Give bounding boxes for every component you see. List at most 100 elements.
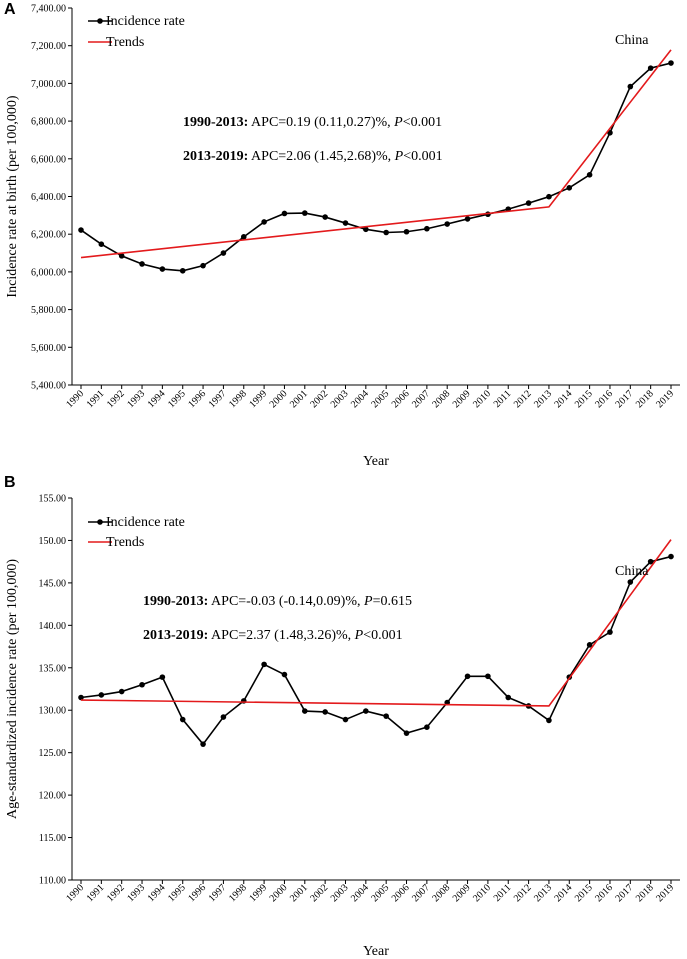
p-label: P bbox=[393, 115, 403, 130]
incidence-rate-point bbox=[586, 642, 593, 648]
legend-incidence-marker bbox=[97, 519, 103, 525]
apc-value: APC=2.37 (1.48,3.26)%, bbox=[208, 628, 354, 643]
incidence-rate-point bbox=[464, 216, 471, 222]
incidence-rate-point bbox=[546, 193, 552, 200]
trend-line bbox=[80, 49, 672, 259]
incidence-rate-line bbox=[80, 62, 672, 272]
incidence-rate-point bbox=[342, 716, 349, 723]
incidence-rate-point bbox=[627, 83, 634, 90]
incidence-rate-point bbox=[647, 65, 654, 71]
incidence-rate-point bbox=[464, 673, 471, 680]
incidence-rate-point bbox=[281, 210, 288, 217]
y-tick-label: 6,400.00 bbox=[31, 192, 66, 203]
y-tick-label: 6,000.00 bbox=[31, 267, 66, 278]
p-value: <0.001 bbox=[363, 628, 402, 643]
y-axis-title: Age-standardized incidence rate (per 100… bbox=[5, 559, 20, 819]
apc-annotation: 1990-2013: APC=-0.03 (-0.14,0.09)%, P=0.… bbox=[143, 594, 412, 609]
incidence-rate-point bbox=[668, 553, 674, 560]
incidence-rate-point bbox=[607, 629, 613, 635]
panel-label: B bbox=[4, 474, 16, 491]
incidence-rate-point bbox=[301, 210, 308, 216]
y-tick-label: 7,000.00 bbox=[31, 79, 66, 90]
incidence-rate-point bbox=[220, 250, 227, 256]
apc-period: 2013-2019: bbox=[143, 628, 208, 643]
incidence-rate-point bbox=[281, 671, 288, 678]
incidence-rate-point bbox=[159, 266, 166, 272]
apc-period: 2013-2019: bbox=[183, 149, 248, 164]
y-tick-label: 5,800.00 bbox=[31, 305, 66, 316]
incidence-rate-point bbox=[363, 708, 369, 714]
incidence-rate-point bbox=[261, 219, 267, 225]
incidence-rate-point bbox=[403, 730, 410, 736]
x-axis-title: Year bbox=[363, 454, 389, 469]
incidence-rate-point bbox=[78, 227, 84, 233]
p-value: <0.001 bbox=[403, 149, 442, 164]
y-tick-label: 6,800.00 bbox=[31, 117, 66, 128]
apc-annotation: 2013-2019: APC=2.06 (1.45,2.68)%, P<0.00… bbox=[183, 149, 443, 164]
y-tick-label: 7,200.00 bbox=[31, 41, 66, 52]
incidence-rate-point bbox=[322, 214, 328, 220]
incidence-rate-point bbox=[179, 267, 186, 274]
incidence-rate-point bbox=[586, 172, 593, 178]
y-tick-label: 6,200.00 bbox=[31, 230, 66, 241]
apc-value: APC=-0.03 (-0.14,0.09)%, bbox=[208, 594, 364, 609]
panel-label: A bbox=[4, 1, 16, 18]
y-tick-label: 5,400.00 bbox=[31, 381, 66, 392]
incidence-rate-point bbox=[240, 234, 247, 240]
legend-incidence-marker bbox=[97, 18, 103, 24]
p-label: P bbox=[394, 149, 404, 164]
incidence-rate-point bbox=[424, 225, 430, 232]
incidence-rate-point bbox=[546, 717, 552, 724]
incidence-rate-point bbox=[118, 688, 125, 695]
chart-panel-a: A 5,400.00 5,600.00 5,800.00 6,000.00 6,200.0… bbox=[4, 1, 680, 469]
trend-line bbox=[80, 539, 672, 707]
p-label: P bbox=[363, 594, 373, 609]
incidence-rate-point bbox=[342, 220, 349, 226]
legend-trends-label: Trends bbox=[106, 535, 144, 550]
incidence-rate-point bbox=[505, 694, 512, 701]
incidence-rate-line bbox=[80, 555, 672, 746]
y-tick-label: 5,600.00 bbox=[31, 343, 66, 354]
incidence-rate-point bbox=[647, 558, 654, 565]
incidence-rate-point bbox=[98, 241, 105, 247]
incidence-rate-point bbox=[159, 674, 166, 680]
incidence-rate-point bbox=[424, 724, 430, 730]
incidence-rate-point bbox=[139, 681, 145, 688]
y-tick-label: 7,400.00 bbox=[31, 4, 66, 15]
y-tick-label: 135.00 bbox=[39, 663, 67, 674]
incidence-rate-point bbox=[200, 262, 206, 269]
legend-incidence-label: Incidence rate bbox=[106, 515, 185, 530]
apc-annotation: 1990-2013: APC=0.19 (0.11,0.27)%, P<0.00… bbox=[183, 115, 442, 130]
y-tick-label: 155.00 bbox=[39, 494, 67, 505]
apc-annotation: 2013-2019: APC=2.37 (1.48,3.26)%, P<0.00… bbox=[143, 628, 403, 643]
p-label: P bbox=[354, 628, 364, 643]
incidence-rate-point bbox=[261, 661, 267, 668]
incidence-rate-point bbox=[566, 185, 573, 191]
incidence-rate-point bbox=[363, 226, 369, 233]
incidence-rate-point bbox=[383, 713, 389, 719]
y-tick-label: 150.00 bbox=[39, 536, 67, 547]
incidence-rate-point bbox=[301, 708, 308, 714]
incidence-rate-point bbox=[485, 673, 491, 680]
legend-trends-label: Trends bbox=[106, 35, 144, 50]
y-tick-label: 120.00 bbox=[39, 791, 67, 802]
incidence-rate-point bbox=[220, 714, 227, 720]
incidence-rate-point bbox=[627, 579, 634, 585]
apc-value: APC=2.06 (1.45,2.68)%, bbox=[248, 149, 394, 164]
region-label: China bbox=[615, 33, 649, 48]
incidence-rate-point bbox=[139, 261, 145, 267]
apc-period: 1990-2013: bbox=[143, 594, 208, 609]
incidence-rate-point bbox=[98, 692, 105, 698]
y-tick-label: 130.00 bbox=[39, 706, 67, 717]
incidence-rate-point bbox=[525, 200, 532, 206]
incidence-rate-point bbox=[383, 229, 389, 236]
y-tick-label: 140.00 bbox=[39, 621, 67, 632]
incidence-rate-point bbox=[118, 253, 125, 259]
y-axis-title: Incidence rate at birth (per 100,000) bbox=[5, 95, 20, 297]
y-tick-label: 110.00 bbox=[39, 876, 66, 887]
incidence-rate-point bbox=[403, 228, 410, 235]
incidence-rate-point bbox=[179, 716, 186, 723]
incidence-rate-point bbox=[668, 60, 674, 66]
p-value: =0.615 bbox=[373, 594, 412, 609]
